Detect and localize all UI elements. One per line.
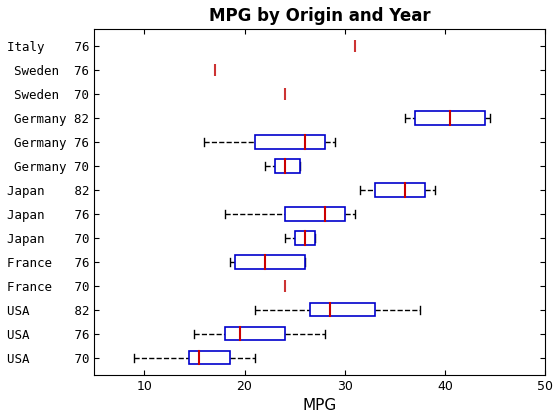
Title: MPG by Origin and Year: MPG by Origin and Year: [209, 7, 431, 25]
Bar: [284, 207, 345, 220]
Bar: [225, 327, 284, 341]
Bar: [310, 303, 375, 317]
X-axis label: MPG: MPG: [302, 398, 337, 413]
Bar: [235, 255, 305, 268]
Bar: [415, 111, 485, 125]
Bar: [375, 184, 425, 197]
Bar: [255, 135, 325, 149]
Bar: [274, 159, 300, 173]
Bar: [295, 231, 315, 244]
Bar: [189, 351, 230, 365]
